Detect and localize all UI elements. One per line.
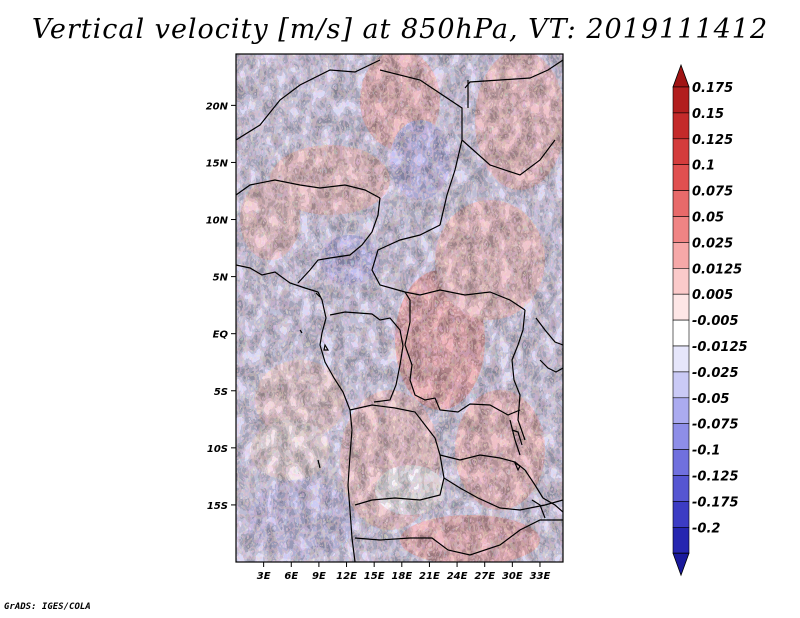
lat-tick-label: 20N: [206, 101, 229, 112]
colorbar-segment: [672, 112, 690, 140]
colorbar-label: -0.175: [692, 495, 739, 510]
colorbar-bottom-arrow: [672, 552, 690, 577]
colorbar-segment: [672, 242, 690, 269]
lat-tick-label: 10N: [206, 216, 229, 227]
plot-frame: [235, 53, 564, 563]
colorbar-label: 0.0125: [692, 262, 742, 277]
colorbar-label: -0.0125: [692, 340, 748, 355]
latitude-axis: 20N 15N 10N 5N EQ 5S 10S 15S: [206, 101, 236, 512]
colorbar-label: -0.1: [692, 444, 720, 459]
grads-credit: GrADS: IGES/COLA: [4, 602, 91, 612]
colorbar-label: -0.005: [692, 314, 739, 329]
colorbar-segment: [672, 449, 690, 476]
colorbar-segment: [672, 423, 690, 450]
lat-tick-label: 15N: [206, 158, 229, 169]
colorbar-segment: [672, 216, 690, 243]
colorbar-label: 0.175: [692, 81, 733, 96]
colorbar-label: 0.125: [692, 133, 733, 148]
lon-tick-label: 12E: [336, 571, 357, 582]
lat-tick-label: 15S: [207, 501, 228, 512]
lat-tick-label: 5S: [214, 387, 228, 398]
colorbar-segment: [672, 138, 690, 166]
colorbar-segment: [672, 345, 690, 373]
map-title: Vertical velocity [m/s] at 850hPa, VT: 2…: [31, 14, 769, 45]
colorbar: 0.175 0.15 0.125 0.1 0.075 0.05 0.025 0.0125 0.0…: [672, 63, 748, 577]
colorbar-segment: [672, 267, 690, 295]
colorbar-segment: [672, 86, 690, 114]
colorbar-label: 0.025: [692, 236, 733, 251]
colorbar-label: -0.125: [692, 470, 739, 485]
colorbar-segment: [672, 397, 690, 424]
lon-tick-label: 21E: [419, 571, 440, 582]
colorbar-label: 0.05: [692, 211, 724, 226]
lat-tick-label: 10S: [207, 444, 228, 455]
longitude-axis: 3E 6E 9E 12E 15E 18E 21E 24E 27E 30E 33E: [257, 562, 551, 582]
colorbar-segment: [672, 190, 690, 217]
colorbar-segment: [672, 501, 690, 528]
lon-tick-label: 27E: [474, 571, 495, 582]
colorbar-segment: [672, 526, 690, 554]
lon-tick-label: 6E: [284, 571, 298, 582]
colorbar-label: -0.2: [692, 521, 720, 536]
colorbar-label: 0.15: [692, 107, 724, 122]
colorbar-label: -0.025: [692, 366, 739, 381]
colorbar-segment: [672, 319, 690, 347]
lon-tick-label: 9E: [312, 571, 326, 582]
colorbar-label: -0.075: [692, 418, 739, 433]
lat-tick-label: EQ: [213, 330, 229, 341]
colorbar-label: 0.005: [692, 288, 733, 303]
colorbar-segment: [672, 293, 690, 321]
colorbar-label: -0.05: [692, 392, 729, 407]
lat-tick-label: 5N: [213, 273, 229, 284]
lon-tick-label: 18E: [391, 571, 412, 582]
country-borders: [236, 59, 563, 562]
lon-tick-label: 15E: [364, 571, 385, 582]
lon-tick-label: 3E: [257, 571, 271, 582]
colorbar-label: 0.1: [692, 159, 715, 174]
colorbar-top-arrow: [672, 63, 690, 88]
colorbar-segment: [672, 371, 690, 399]
colorbar-segment: [672, 164, 690, 191]
colorbar-label: 0.075: [692, 185, 733, 200]
colorbar-segment: [672, 475, 690, 502]
lon-tick-label: 33E: [530, 571, 551, 582]
lon-tick-label: 30E: [502, 571, 523, 582]
lon-tick-label: 24E: [447, 571, 468, 582]
plot-area: [236, 54, 563, 562]
